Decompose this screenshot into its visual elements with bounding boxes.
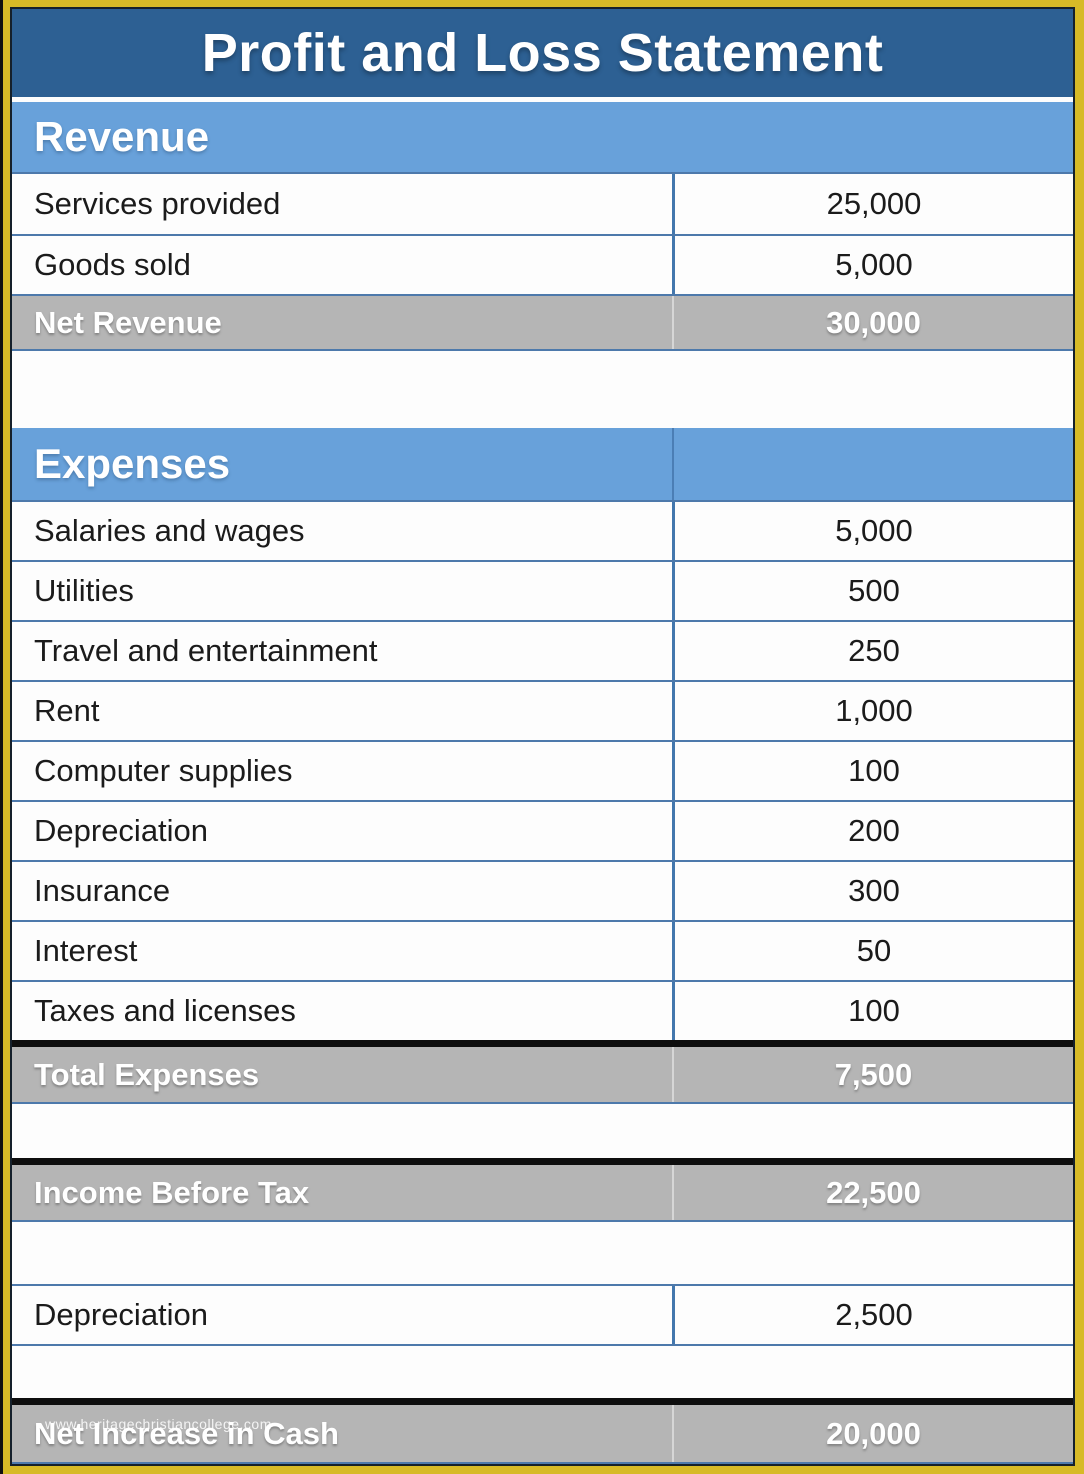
total-row-value: 7,500 (672, 1047, 1073, 1102)
total-row-label: Net Increase in Cash (34, 1415, 339, 1451)
row-label: Travel and entertainment (34, 633, 378, 668)
row-value: 50 (672, 922, 1073, 980)
total-row-label: Net Revenue (34, 304, 222, 340)
row-label: Interest (34, 933, 138, 968)
table-row: Computer supplies 100 (12, 740, 1073, 800)
spacer (12, 351, 1073, 428)
row-value: 25,000 (672, 174, 1073, 234)
table-row: Services provided 25,000 (12, 172, 1073, 234)
row-value: 250 (672, 622, 1073, 680)
table-row: Insurance 300 (12, 860, 1073, 920)
row-label: Rent (34, 693, 100, 728)
title-divider (12, 97, 1073, 102)
total-row-value: 20,000 (672, 1405, 1073, 1462)
spacer (12, 1104, 1073, 1158)
expenses-header-label: Expenses (34, 440, 231, 487)
row-label: Taxes and licenses (34, 993, 296, 1028)
table-row: Depreciation 200 (12, 800, 1073, 860)
row-value: 100 (672, 982, 1073, 1040)
table-row: Interest 50 (12, 920, 1073, 980)
title-bar: Profit and Loss Statement (12, 9, 1073, 97)
expenses-header-value-cell (672, 428, 1073, 500)
depreciation-addback-row: Depreciation 2,500 (12, 1284, 1073, 1346)
row-value: 5,000 (672, 502, 1073, 560)
profit-loss-statement-sheet: Profit and Loss Statement Revenue Servic… (10, 7, 1075, 1466)
table-row: Taxes and licenses 100 (12, 980, 1073, 1040)
row-label: Depreciation (34, 813, 209, 848)
total-separator (12, 1040, 1073, 1047)
revenue-header-value-cell (672, 102, 1073, 172)
row-value: 300 (672, 862, 1073, 920)
row-value: 100 (672, 742, 1073, 800)
watermark: www.heritagechristiancollege.com (45, 1416, 272, 1432)
expenses-header-cell: Expenses (12, 428, 672, 500)
row-value: 500 (672, 562, 1073, 620)
total-separator (12, 1158, 1073, 1165)
row-value: 5,000 (672, 236, 1073, 294)
table-row: Salaries and wages 5,000 (12, 500, 1073, 560)
table-row: Goods sold 5,000 (12, 234, 1073, 294)
total-separator (12, 1398, 1073, 1405)
total-row-value: 22,500 (672, 1165, 1073, 1220)
revenue-section-header: Revenue (12, 102, 1073, 172)
row-label: Insurance (34, 873, 171, 908)
row-value: 2,500 (672, 1286, 1073, 1344)
row-label: Services provided (34, 186, 281, 221)
income-before-tax-row: Income Before Tax 22,500 (12, 1165, 1073, 1222)
row-value: 200 (672, 802, 1073, 860)
row-label: Salaries and wages (34, 513, 305, 548)
net-revenue-total-row: Net Revenue 30,000 (12, 294, 1073, 351)
page-title: Profit and Loss Statement (201, 23, 884, 83)
total-row-label: Income Before Tax (34, 1174, 310, 1210)
total-expenses-row: Total Expenses 7,500 (12, 1047, 1073, 1104)
row-label: Utilities (34, 573, 134, 608)
table-row: Rent 1,000 (12, 680, 1073, 740)
revenue-header-cell: Revenue (12, 102, 672, 172)
spacer (12, 1222, 1073, 1284)
expenses-section-header: Expenses (12, 428, 1073, 500)
net-increase-in-cash-row: Net Increase in Cash 20,000 (12, 1405, 1073, 1464)
table-row: Utilities 500 (12, 560, 1073, 620)
total-row-label: Total Expenses (34, 1056, 260, 1092)
total-row-value: 30,000 (672, 296, 1073, 349)
row-label: Goods sold (34, 247, 191, 282)
spacer (12, 1346, 1073, 1398)
table-row: Travel and entertainment 250 (12, 620, 1073, 680)
row-label: Computer supplies (34, 753, 293, 788)
revenue-header-label: Revenue (34, 113, 210, 160)
row-label: Depreciation (34, 1297, 209, 1332)
row-value: 1,000 (672, 682, 1073, 740)
